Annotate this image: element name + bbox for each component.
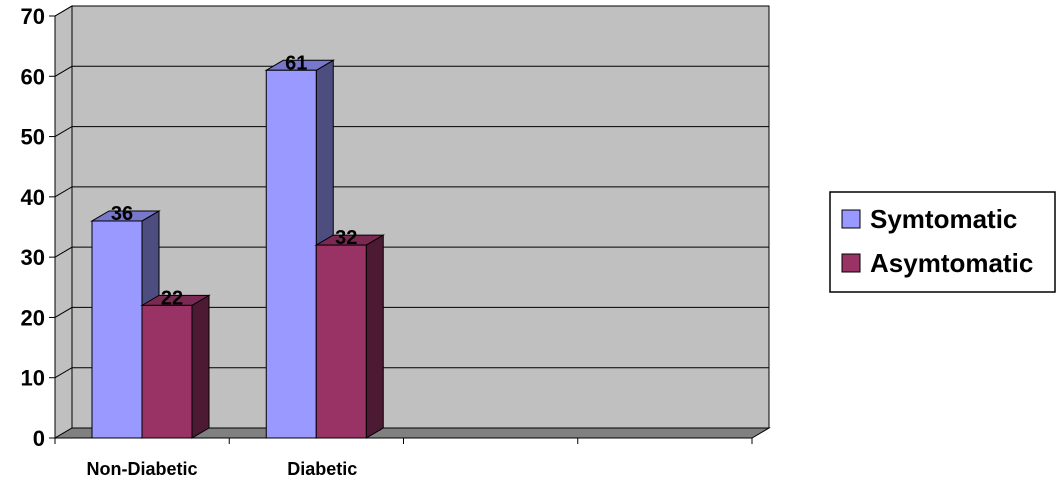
gridline — [54, 5, 769, 17]
bar-side — [191, 294, 210, 439]
y-tick-label: 30 — [21, 245, 45, 270]
y-tick-label: 50 — [21, 125, 45, 150]
legend-box — [829, 191, 1056, 293]
x-tick-label: Non-Diabetic — [86, 459, 197, 479]
y-tick-label: 10 — [21, 366, 45, 391]
bars — [90, 59, 386, 439]
data-label: 61 — [285, 52, 307, 74]
y-tick-label: 20 — [21, 305, 45, 330]
bar — [265, 69, 317, 439]
bar — [315, 244, 367, 439]
y-tick-label: 0 — [33, 426, 45, 451]
gridline — [54, 126, 769, 138]
data-label: 32 — [335, 227, 357, 249]
y-tick-label: 40 — [21, 185, 45, 210]
bar — [91, 220, 143, 439]
data-labels: 36 22 61 32 — [111, 52, 358, 309]
gridline — [54, 186, 769, 198]
bar — [141, 304, 193, 439]
gridline — [54, 246, 769, 258]
legend: Symtomatic Asymtomatic — [829, 191, 1056, 293]
x-tick-label: Diabetic — [287, 459, 357, 479]
axes: 0 10 20 30 40 50 60 70 Non-Diabetic Diabetic — [21, 4, 753, 479]
data-label: 22 — [161, 287, 183, 309]
legend-swatch — [841, 253, 861, 273]
gridline — [54, 367, 769, 379]
gridline — [54, 306, 769, 318]
bar-side — [365, 234, 384, 439]
gridline — [54, 65, 769, 77]
legend-label: Asymtomatic — [870, 248, 1033, 278]
y-tick-label: 70 — [21, 4, 45, 29]
data-label: 36 — [111, 203, 133, 225]
legend-swatch — [841, 209, 861, 229]
y-tick-label: 60 — [21, 64, 45, 89]
legend-label: Symtomatic — [870, 204, 1017, 234]
gridlines — [54, 5, 769, 379]
